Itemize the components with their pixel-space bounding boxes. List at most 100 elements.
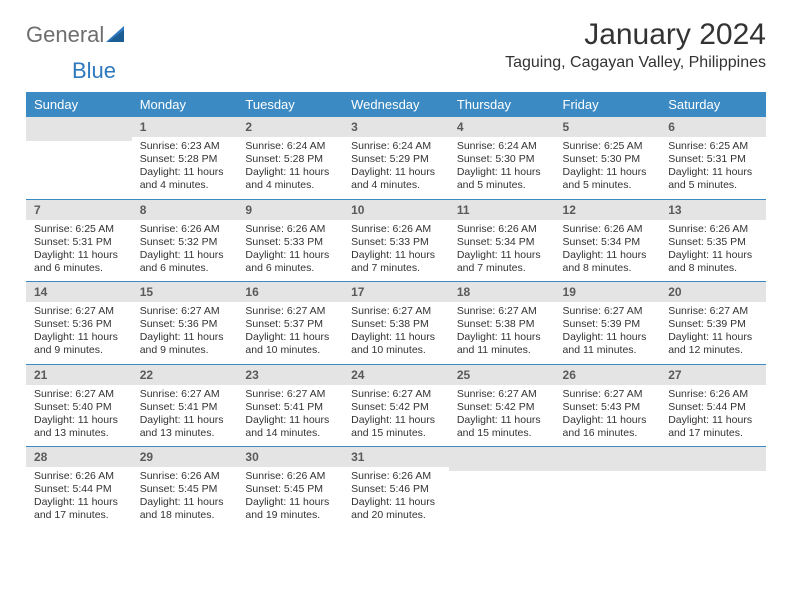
sunrise-text: Sunrise: 6:26 AM — [245, 470, 335, 483]
day-number: 21 — [26, 365, 132, 385]
day-details: Sunrise: 6:27 AMSunset: 5:41 PMDaylight:… — [237, 385, 343, 447]
daylight-text: Daylight: 11 hours and 15 minutes. — [351, 414, 441, 440]
day-number: 1 — [132, 117, 238, 137]
day-details: Sunrise: 6:23 AMSunset: 5:28 PMDaylight:… — [132, 137, 238, 199]
day-details: Sunrise: 6:27 AMSunset: 5:39 PMDaylight:… — [555, 302, 661, 364]
sunset-text: Sunset: 5:44 PM — [34, 483, 124, 496]
sunset-text: Sunset: 5:28 PM — [245, 153, 335, 166]
sunrise-text: Sunrise: 6:27 AM — [457, 388, 547, 401]
day-details: Sunrise: 6:27 AMSunset: 5:43 PMDaylight:… — [555, 385, 661, 447]
day-number: 18 — [449, 282, 555, 302]
daylight-text: Daylight: 11 hours and 15 minutes. — [457, 414, 547, 440]
calendar-cell: 17Sunrise: 6:27 AMSunset: 5:38 PMDayligh… — [343, 282, 449, 365]
sunrise-text: Sunrise: 6:27 AM — [140, 305, 230, 318]
sunrise-text: Sunrise: 6:26 AM — [351, 223, 441, 236]
calendar-cell — [26, 117, 132, 199]
day-number: 24 — [343, 365, 449, 385]
day-details: Sunrise: 6:24 AMSunset: 5:30 PMDaylight:… — [449, 137, 555, 199]
sunset-text: Sunset: 5:31 PM — [668, 153, 758, 166]
sunrise-text: Sunrise: 6:24 AM — [351, 140, 441, 153]
calendar-week-row: 1Sunrise: 6:23 AMSunset: 5:28 PMDaylight… — [26, 117, 766, 199]
day-number: 5 — [555, 117, 661, 137]
brand-logo: General — [26, 22, 129, 48]
day-number: 19 — [555, 282, 661, 302]
day-details: Sunrise: 6:24 AMSunset: 5:28 PMDaylight:… — [237, 137, 343, 199]
day-number: 4 — [449, 117, 555, 137]
daylight-text: Daylight: 11 hours and 5 minutes. — [457, 166, 547, 192]
daylight-text: Daylight: 11 hours and 4 minutes. — [351, 166, 441, 192]
sunrise-text: Sunrise: 6:26 AM — [140, 470, 230, 483]
empty-day-body — [449, 471, 555, 519]
sunset-text: Sunset: 5:34 PM — [457, 236, 547, 249]
calendar-cell: 1Sunrise: 6:23 AMSunset: 5:28 PMDaylight… — [132, 117, 238, 199]
empty-day-body — [555, 471, 661, 519]
day-number: 15 — [132, 282, 238, 302]
calendar-cell: 5Sunrise: 6:25 AMSunset: 5:30 PMDaylight… — [555, 117, 661, 199]
day-number: 26 — [555, 365, 661, 385]
sunrise-text: Sunrise: 6:26 AM — [351, 470, 441, 483]
day-details: Sunrise: 6:26 AMSunset: 5:33 PMDaylight:… — [237, 220, 343, 282]
sunset-text: Sunset: 5:45 PM — [245, 483, 335, 496]
sunset-text: Sunset: 5:34 PM — [563, 236, 653, 249]
daylight-text: Daylight: 11 hours and 20 minutes. — [351, 496, 441, 522]
day-number: 10 — [343, 200, 449, 220]
day-number: 30 — [237, 447, 343, 467]
calendar-week-row: 21Sunrise: 6:27 AMSunset: 5:40 PMDayligh… — [26, 364, 766, 447]
daylight-text: Daylight: 11 hours and 18 minutes. — [140, 496, 230, 522]
day-number: 22 — [132, 365, 238, 385]
sunset-text: Sunset: 5:37 PM — [245, 318, 335, 331]
calendar-cell: 27Sunrise: 6:26 AMSunset: 5:44 PMDayligh… — [660, 364, 766, 447]
day-number: 8 — [132, 200, 238, 220]
sunset-text: Sunset: 5:32 PM — [140, 236, 230, 249]
daylight-text: Daylight: 11 hours and 9 minutes. — [140, 331, 230, 357]
sunrise-text: Sunrise: 6:27 AM — [140, 388, 230, 401]
weekday-header: Sunday — [26, 92, 132, 117]
calendar-cell: 13Sunrise: 6:26 AMSunset: 5:35 PMDayligh… — [660, 199, 766, 282]
sunset-text: Sunset: 5:42 PM — [351, 401, 441, 414]
calendar-cell — [555, 447, 661, 529]
daylight-text: Daylight: 11 hours and 13 minutes. — [140, 414, 230, 440]
daylight-text: Daylight: 11 hours and 13 minutes. — [34, 414, 124, 440]
day-details: Sunrise: 6:26 AMSunset: 5:34 PMDaylight:… — [555, 220, 661, 282]
empty-day-body — [26, 141, 132, 189]
day-number: 20 — [660, 282, 766, 302]
day-number: 14 — [26, 282, 132, 302]
calendar-cell — [449, 447, 555, 529]
sunrise-text: Sunrise: 6:26 AM — [457, 223, 547, 236]
brand-part2: Blue — [72, 58, 116, 83]
day-details: Sunrise: 6:27 AMSunset: 5:38 PMDaylight:… — [343, 302, 449, 364]
calendar-table: Sunday Monday Tuesday Wednesday Thursday… — [26, 92, 766, 529]
empty-day-header — [555, 447, 661, 471]
day-details: Sunrise: 6:27 AMSunset: 5:41 PMDaylight:… — [132, 385, 238, 447]
day-details: Sunrise: 6:26 AMSunset: 5:44 PMDaylight:… — [26, 467, 132, 529]
sunrise-text: Sunrise: 6:23 AM — [140, 140, 230, 153]
calendar-cell: 6Sunrise: 6:25 AMSunset: 5:31 PMDaylight… — [660, 117, 766, 199]
daylight-text: Daylight: 11 hours and 4 minutes. — [140, 166, 230, 192]
day-details: Sunrise: 6:27 AMSunset: 5:42 PMDaylight:… — [449, 385, 555, 447]
calendar-cell: 22Sunrise: 6:27 AMSunset: 5:41 PMDayligh… — [132, 364, 238, 447]
sunset-text: Sunset: 5:41 PM — [245, 401, 335, 414]
daylight-text: Daylight: 11 hours and 4 minutes. — [245, 166, 335, 192]
weekday-header-row: Sunday Monday Tuesday Wednesday Thursday… — [26, 92, 766, 117]
daylight-text: Daylight: 11 hours and 6 minutes. — [140, 249, 230, 275]
sunset-text: Sunset: 5:33 PM — [351, 236, 441, 249]
day-details: Sunrise: 6:27 AMSunset: 5:37 PMDaylight:… — [237, 302, 343, 364]
day-number: 13 — [660, 200, 766, 220]
sunset-text: Sunset: 5:43 PM — [563, 401, 653, 414]
weekday-header: Friday — [555, 92, 661, 117]
empty-day-header — [26, 117, 132, 141]
daylight-text: Daylight: 11 hours and 16 minutes. — [563, 414, 653, 440]
day-number: 27 — [660, 365, 766, 385]
sunrise-text: Sunrise: 6:26 AM — [140, 223, 230, 236]
weekday-header: Tuesday — [237, 92, 343, 117]
calendar-cell: 31Sunrise: 6:26 AMSunset: 5:46 PMDayligh… — [343, 447, 449, 529]
empty-day-body — [660, 471, 766, 519]
day-details: Sunrise: 6:26 AMSunset: 5:46 PMDaylight:… — [343, 467, 449, 529]
sunset-text: Sunset: 5:30 PM — [457, 153, 547, 166]
sunset-text: Sunset: 5:29 PM — [351, 153, 441, 166]
calendar-cell: 30Sunrise: 6:26 AMSunset: 5:45 PMDayligh… — [237, 447, 343, 529]
sunrise-text: Sunrise: 6:27 AM — [34, 388, 124, 401]
sunrise-text: Sunrise: 6:27 AM — [668, 305, 758, 318]
day-details: Sunrise: 6:24 AMSunset: 5:29 PMDaylight:… — [343, 137, 449, 199]
calendar-cell: 23Sunrise: 6:27 AMSunset: 5:41 PMDayligh… — [237, 364, 343, 447]
